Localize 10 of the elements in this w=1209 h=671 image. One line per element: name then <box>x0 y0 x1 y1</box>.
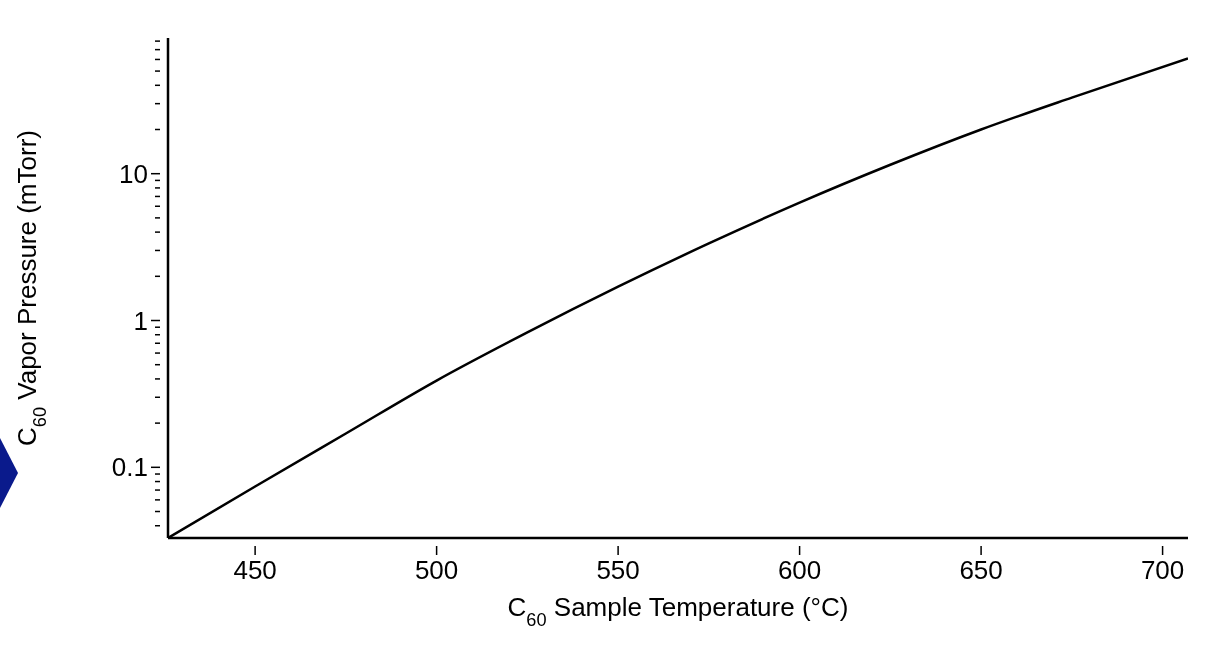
x-tick-label: 500 <box>414 554 459 585</box>
y-tick-label: 10 <box>119 158 148 189</box>
x-tick-label: 550 <box>596 554 640 585</box>
x-tick-label: 650 <box>959 554 1003 585</box>
y-tick-label: 0.1 <box>111 452 148 483</box>
x-tick-label: 600 <box>777 554 822 585</box>
x-tick-label: 700 <box>1140 554 1185 585</box>
x-tick-label: 450 <box>233 554 277 585</box>
y-tick-label: 1 <box>133 305 148 336</box>
x-axis-title: C$_{60}$ Sample Temperature (°C) <box>507 592 849 630</box>
